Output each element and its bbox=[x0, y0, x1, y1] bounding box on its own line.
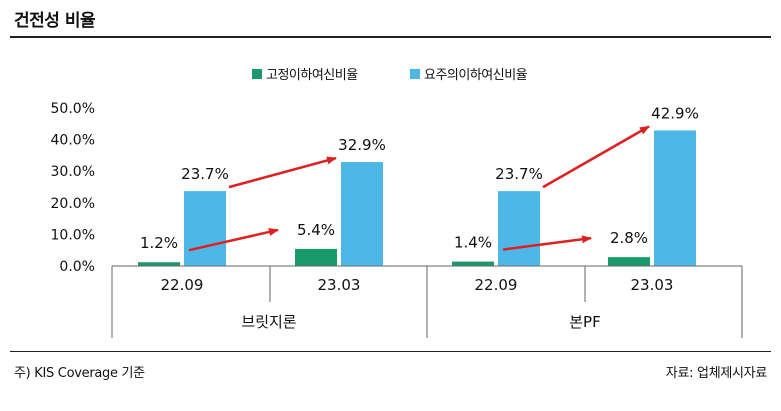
data-label: 42.9% bbox=[651, 104, 699, 122]
data-label: 5.4% bbox=[297, 221, 335, 239]
bar-watch-3 bbox=[498, 191, 540, 266]
y-axis: 0.0% 10.0% 20.0% 30.0% 40.0% 50.0% bbox=[51, 101, 95, 275]
x-tick-label: 23.03 bbox=[631, 276, 674, 294]
bar-watch-2 bbox=[341, 162, 383, 266]
footnote: 주) KIS Coverage 기준 bbox=[14, 366, 145, 381]
bar-chart: 고정이하여신비율 요주의이하여신비율 0.0% 10.0% 20.0% 30.0% 40.… bbox=[51, 68, 743, 338]
source-note: 자료: 업체제시자료 bbox=[665, 366, 768, 381]
x-tick-label: 22.09 bbox=[161, 276, 204, 294]
data-label: 32.9% bbox=[338, 136, 386, 154]
y-tick-label: 20.0% bbox=[51, 196, 95, 212]
trend-arrow-fixed-1 bbox=[188, 228, 279, 252]
y-tick-label: 30.0% bbox=[51, 164, 95, 180]
footer-divider bbox=[10, 351, 771, 352]
data-label: 1.2% bbox=[140, 234, 178, 252]
y-tick-label: 10.0% bbox=[51, 227, 95, 243]
data-labels: 1.2% 23.7% 5.4% 32.9% 1.4% 23.7% 2.8% 42.9% bbox=[140, 104, 699, 252]
data-label: 1.4% bbox=[454, 234, 492, 252]
x-group-label: 브릿지론 bbox=[241, 313, 296, 331]
bar-watch-4 bbox=[654, 130, 696, 266]
legend: 고정이하여신비율 요주의이하여신비율 bbox=[252, 68, 528, 83]
y-tick-label: 40.0% bbox=[51, 133, 95, 149]
bar-fixed-4 bbox=[608, 257, 650, 266]
x-group-label: 본PF bbox=[569, 313, 600, 331]
bar-fixed-2 bbox=[295, 248, 337, 266]
data-label: 23.7% bbox=[181, 165, 229, 183]
x-axis: 22.09 23.03 22.09 23.03 브릿지론 본PF bbox=[111, 265, 743, 338]
data-label: 2.8% bbox=[610, 229, 648, 247]
title-divider bbox=[10, 36, 771, 38]
bars bbox=[138, 130, 696, 266]
legend-label-1: 고정이하여신비율 bbox=[266, 68, 358, 83]
trend-arrow-fixed-2 bbox=[502, 235, 592, 251]
x-tick-label: 22.09 bbox=[475, 276, 518, 294]
bar-fixed-1 bbox=[138, 262, 180, 266]
y-tick-label: 0.0% bbox=[59, 259, 95, 275]
legend-swatch-1 bbox=[252, 69, 262, 79]
legend-label-2: 요주의이하여신비율 bbox=[424, 68, 528, 83]
trend-arrows bbox=[188, 125, 650, 252]
bar-fixed-3 bbox=[452, 261, 494, 266]
bar-watch-1 bbox=[184, 191, 226, 266]
page-title: 건전성 비율 bbox=[14, 11, 96, 31]
y-tick-label: 50.0% bbox=[51, 101, 95, 117]
trend-arrow-watch-1 bbox=[228, 156, 337, 189]
x-tick-label: 23.03 bbox=[318, 276, 361, 294]
legend-swatch-2 bbox=[410, 69, 420, 79]
data-label: 23.7% bbox=[495, 165, 543, 183]
trend-arrow-watch-2 bbox=[542, 125, 650, 189]
